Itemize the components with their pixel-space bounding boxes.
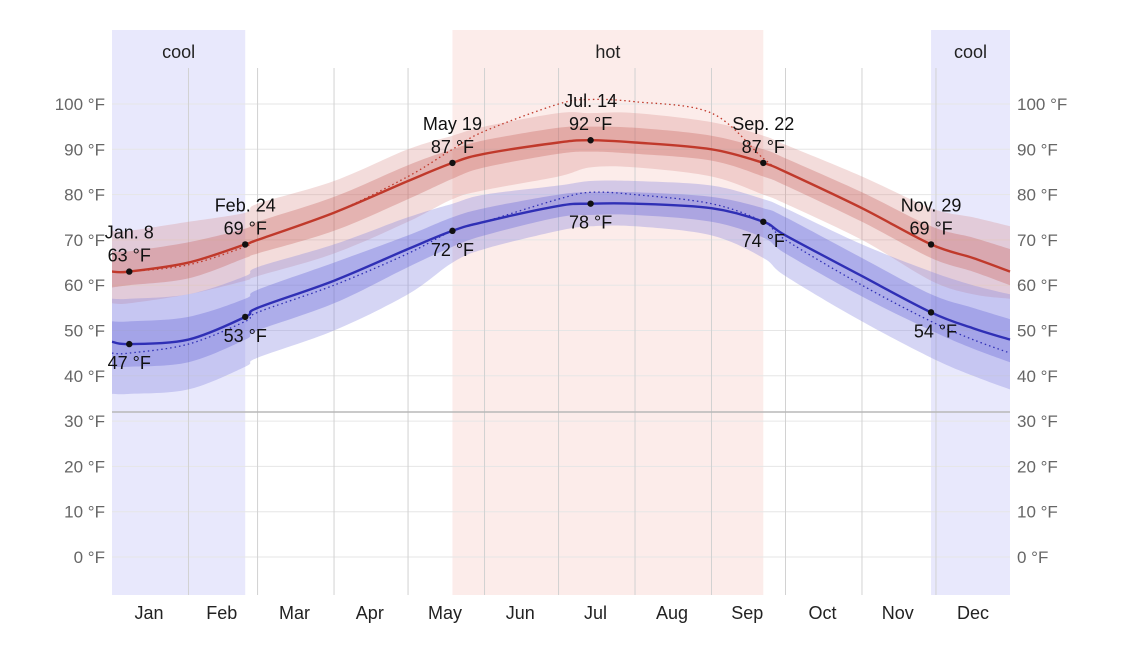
season-label: cool: [162, 42, 195, 62]
grid: [112, 68, 1010, 595]
y-tick-left: 60 °F: [64, 276, 105, 295]
y-tick-right: 30 °F: [1017, 412, 1058, 431]
y-tick-right: 100 °F: [1017, 95, 1067, 114]
x-tick-month: Jun: [506, 603, 535, 623]
x-tick-month: May: [428, 603, 462, 623]
y-tick-right: 0 °F: [1017, 548, 1048, 567]
dotted-line-0: [111, 98, 1011, 273]
y-tick-right: 10 °F: [1017, 503, 1058, 522]
y-tick-left: 0 °F: [74, 548, 105, 567]
annotation-dot: [760, 159, 767, 167]
annotation-dot: [587, 137, 594, 144]
x-tick-month: Apr: [356, 603, 384, 623]
x-tick-month: Dec: [957, 603, 989, 623]
season-backgrounds: cool hot cool: [112, 30, 1010, 595]
annotations: Jan. 8 63 °F Feb. 24 69 °F May 19 87 °F Jul. 1…: [105, 91, 962, 373]
y-tick-right: 90 °F: [1017, 140, 1058, 159]
annotation-value: 72 °F: [431, 240, 474, 260]
season-label: hot: [595, 42, 620, 62]
x-tick-month: Jan: [134, 603, 163, 623]
annotation-dot: [242, 241, 249, 248]
y-tick-left: 30 °F: [64, 412, 105, 431]
annotation-dot: [126, 340, 133, 348]
y-tick-left: 100 °F: [55, 95, 105, 114]
annotation-dot: [449, 159, 456, 167]
annotation-value: 69 °F: [909, 218, 952, 238]
x-tick-month: Feb: [206, 603, 237, 623]
x-tick-month: Jul: [584, 603, 607, 623]
x-tick-month: Mar: [279, 603, 310, 623]
x-tick-month: Oct: [808, 603, 836, 623]
band-2: [112, 180, 1010, 395]
annotation-value: 47 °F: [108, 353, 151, 373]
y-tick-left: 50 °F: [64, 322, 105, 341]
y-tick-right: 20 °F: [1017, 457, 1058, 476]
y-tick-left: 20 °F: [64, 457, 105, 476]
y-tick-right: 80 °F: [1017, 186, 1058, 205]
y-tick-left: 10 °F: [64, 503, 105, 522]
annotation-dot: [242, 313, 249, 321]
season-label: cool: [954, 42, 987, 62]
annotation-dot: [126, 268, 133, 275]
x-tick-month: Nov: [882, 603, 914, 623]
y-tick-left: 90 °F: [64, 140, 105, 159]
annotation-dot: [760, 218, 767, 225]
annotation-date: Feb. 24: [215, 195, 276, 215]
axes: 0 °F 0 °F 10 °F 10 °F 20 °F 20 °F 30 °F 30 °F 40…: [55, 95, 1068, 623]
annotation-value: 54 °F: [914, 321, 957, 341]
annotation-value: 78 °F: [569, 213, 612, 233]
annotation-date: Nov. 29: [901, 195, 962, 215]
annotation-dot: [449, 227, 456, 235]
y-tick-right: 40 °F: [1017, 367, 1058, 386]
annotation-value: 53 °F: [224, 326, 267, 346]
y-tick-right: 50 °F: [1017, 322, 1058, 341]
annotation-value: 87 °F: [742, 137, 785, 157]
y-tick-left: 70 °F: [64, 231, 105, 250]
season-band-2: [931, 30, 1010, 595]
annotation-date: Jan. 8: [105, 223, 154, 243]
x-tick-month: Aug: [656, 603, 688, 623]
annotation-value: 69 °F: [224, 218, 267, 238]
annotation-value: 92 °F: [569, 114, 612, 134]
band-0: [112, 112, 1010, 304]
y-tick-left: 40 °F: [64, 367, 105, 386]
season-band-0: [112, 30, 246, 595]
annotation-date: Sep. 22: [732, 114, 794, 134]
annotation-value: 87 °F: [431, 137, 474, 157]
annotation-value: 63 °F: [108, 246, 151, 266]
y-tick-right: 60 °F: [1017, 276, 1058, 295]
y-tick-right: 70 °F: [1017, 231, 1058, 250]
annotation-date: May 19: [423, 114, 482, 134]
annotation-dot: [927, 309, 935, 316]
annotation-dot: [927, 241, 935, 248]
y-tick-left: 80 °F: [64, 186, 105, 205]
annotation-dot: [587, 200, 594, 207]
band-1: [112, 126, 1010, 288]
annotation-date: Jul. 14: [564, 91, 617, 111]
x-tick-month: Sep: [731, 603, 763, 623]
annotation-value: 74 °F: [742, 231, 785, 251]
